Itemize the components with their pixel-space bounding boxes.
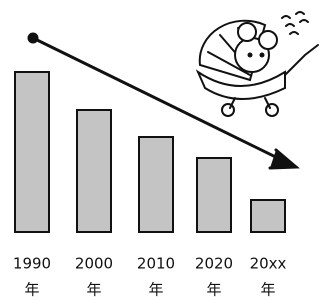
x-tick-label: 2020 xyxy=(195,255,233,273)
x-tick-label: 1990 xyxy=(13,255,51,273)
x-tick-label: 20xx xyxy=(250,255,287,273)
x-tick-label: 2010 xyxy=(137,255,175,273)
x-tick-label-suffix: 年 xyxy=(148,281,163,299)
x-tick-label-suffix: 年 xyxy=(24,281,39,299)
x-tick-label: 2000 xyxy=(75,255,113,273)
x-tick-label-suffix: 年 xyxy=(260,281,275,299)
bar xyxy=(197,158,231,232)
bar xyxy=(77,110,111,232)
bar xyxy=(15,72,49,232)
page: 1990年2000年2010年2020年20xx年 (() => { const… xyxy=(0,0,325,306)
bar xyxy=(251,200,285,232)
x-tick-label-suffix: 年 xyxy=(86,281,101,299)
baby-carriage-illustration xyxy=(198,12,318,116)
x-tick-label-suffix: 年 xyxy=(206,281,221,299)
bar xyxy=(139,137,173,232)
chart: 1990 年 2000 年 2010 年 2020 年 20xx 年 xyxy=(0,0,325,306)
